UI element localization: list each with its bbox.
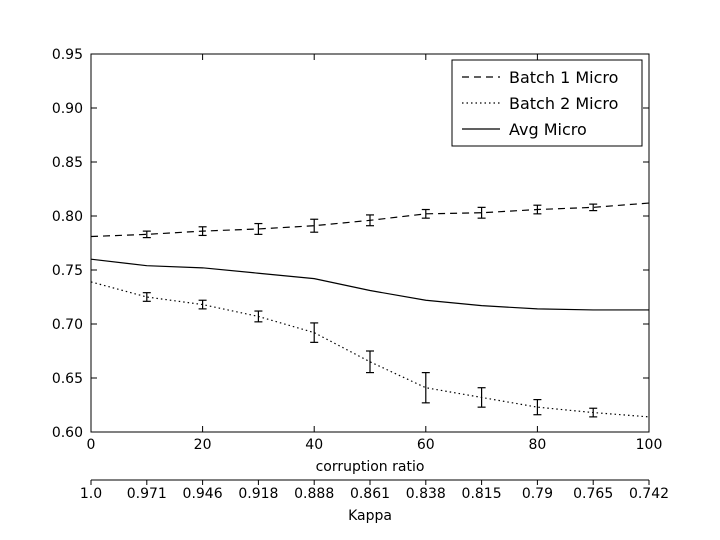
y-tick-label: 0.70 [52, 317, 83, 333]
legend-label: Avg Micro [509, 120, 587, 139]
kappa-tick-label: 0.765 [573, 486, 613, 502]
kappa-tick-label: 0.742 [629, 486, 669, 502]
y-tick-label: 0.65 [52, 371, 83, 387]
y-tick-label: 0.80 [52, 209, 83, 225]
series-line [90, 258, 649, 311]
kappa-tick-label: 0.918 [238, 486, 278, 502]
y-tick-label: 0.90 [52, 101, 83, 117]
kappa-tick-label: 0.815 [462, 486, 502, 502]
kappa-tick-label: 0.838 [406, 486, 446, 502]
x-tick-label: 0 [87, 437, 96, 453]
x-tick-label: 20 [194, 437, 212, 453]
kappa-tick-label: 0.888 [294, 486, 334, 502]
kappa-tick-label: 0.971 [127, 486, 167, 502]
x-axis-ticks: 0 20 40 60 80 100 [87, 54, 663, 453]
x-tick-label: 100 [636, 437, 663, 453]
legend: Batch 1 Micro Batch 2 Micro Avg Micro [451, 59, 643, 147]
x-tick-label: 80 [528, 437, 546, 453]
legend-label: Batch 2 Micro [509, 94, 618, 113]
y-tick-label: 0.75 [52, 263, 83, 279]
y-tick-label: 0.60 [52, 425, 83, 441]
kappa-tick-label: 0.861 [350, 486, 390, 502]
x-tick-label: 60 [417, 437, 435, 453]
kappa-axis-label: Kappa [348, 508, 392, 524]
y-tick-label: 0.85 [52, 155, 83, 171]
x-tick-label: 40 [305, 437, 323, 453]
legend-label: Batch 1 Micro [509, 68, 618, 87]
y-axis-ticks: 0.60 0.65 0.70 0.75 0.80 0.85 0.90 0.95 [52, 47, 649, 441]
plot-content [90, 202, 650, 418]
series-line [90, 281, 650, 418]
kappa-tick-label: 0.79 [522, 486, 553, 502]
y-tick-label: 0.95 [52, 47, 83, 63]
x-axis-label: corruption ratio [316, 459, 425, 475]
kappa-tick-label: 1.0 [80, 486, 102, 502]
plot-frame [90, 53, 650, 433]
kappa-axis: 1.0 0.971 0.946 0.918 0.888 0.861 0.838 0.815 0.… [80, 479, 669, 502]
legend-box [451, 59, 643, 147]
kappa-tick-label: 0.946 [183, 486, 223, 502]
